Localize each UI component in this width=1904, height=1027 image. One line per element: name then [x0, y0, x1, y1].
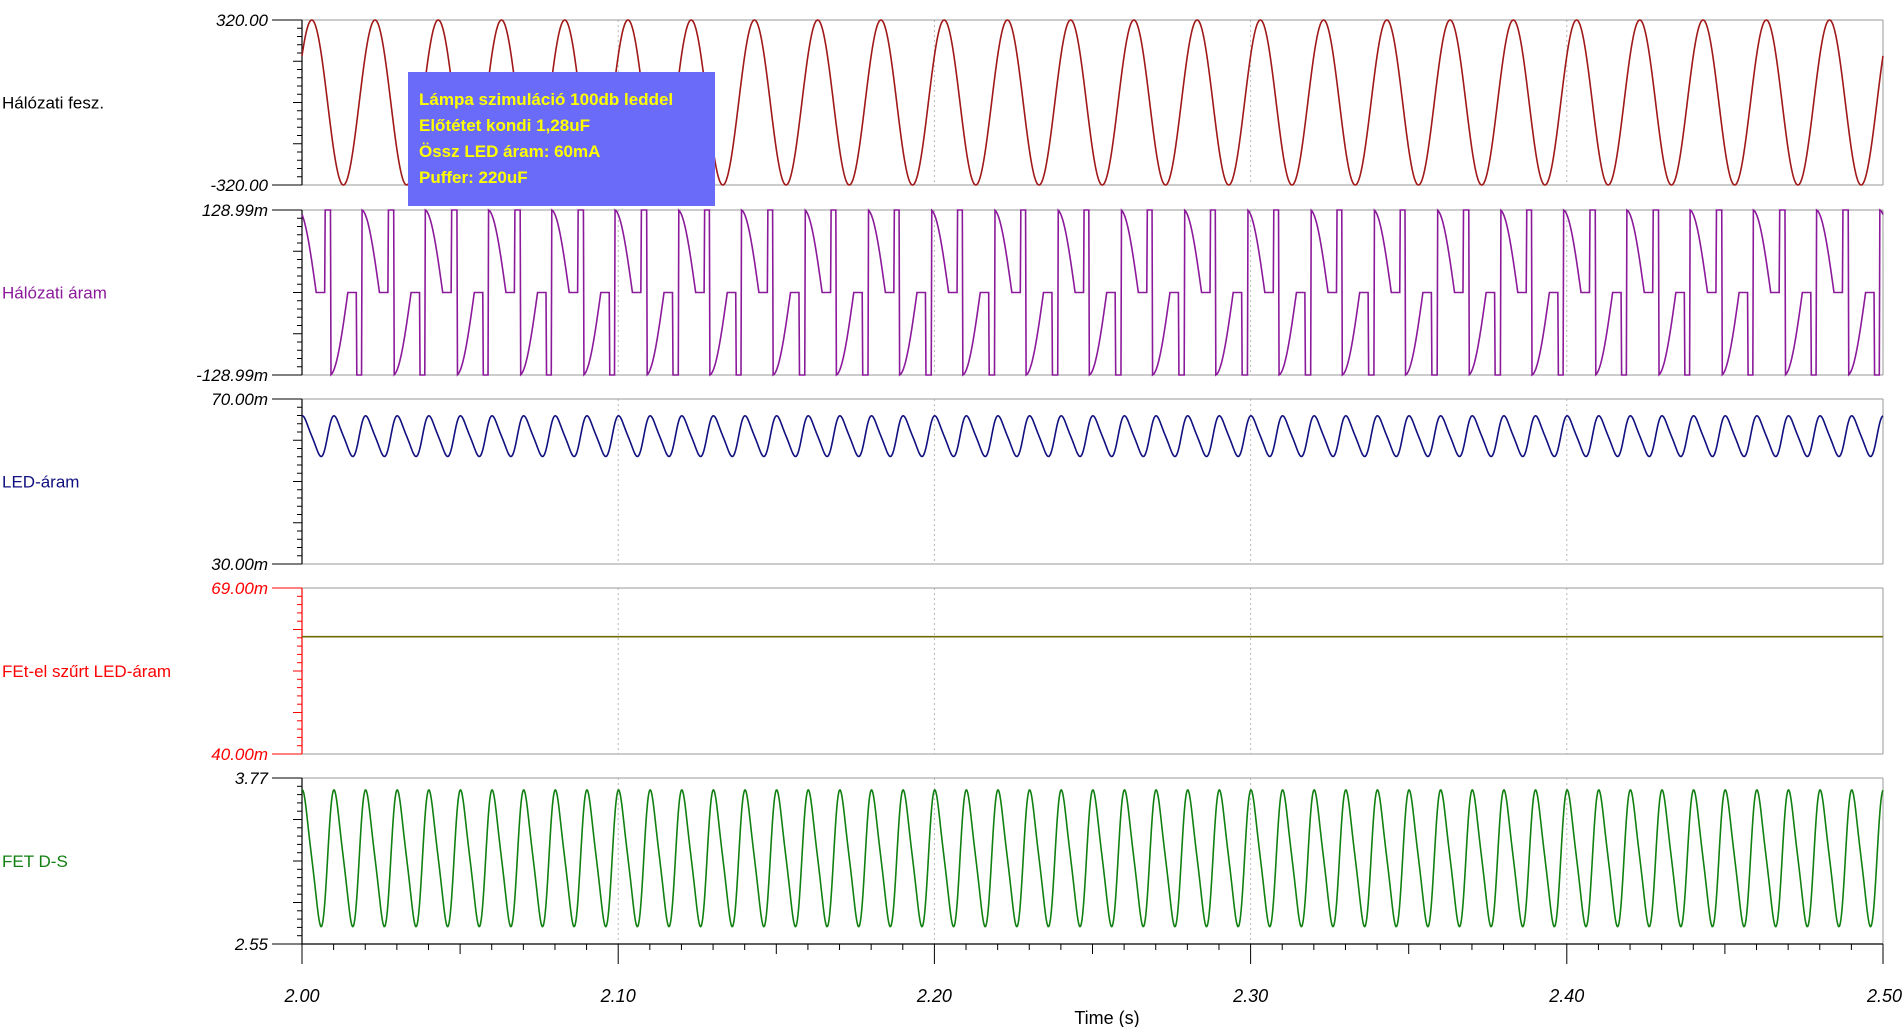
y-min-label: 40.00m — [211, 745, 268, 764]
x-tick-label: 2.00 — [283, 986, 319, 1006]
y-min-label: -128.99m — [196, 366, 268, 385]
annotation-line-2: Előtétet kondi 1,28uF — [419, 116, 590, 135]
trace-line — [301, 789, 1884, 928]
trace-name-label: Hálózati fesz. — [2, 94, 104, 113]
y-min-label: 2.55 — [234, 935, 269, 954]
annotation-line-1: Lámpa szimuláció 100db leddel — [419, 90, 673, 109]
x-axis-title: Time (s) — [1074, 1008, 1139, 1027]
grid-layer — [617, 20, 1568, 944]
x-axis: 2.00 2.10 2.20 2.30 2.40 2.50 — [283, 943, 1902, 1006]
annotation-box: Lámpa szimuláció 100db leddel Előtétet k… — [408, 72, 715, 206]
y-max-label: 320.00 — [216, 11, 269, 30]
y-max-label: 128.99m — [202, 201, 268, 220]
trace-line — [301, 208, 1884, 377]
trace-panel: 3.77 2.55 FET D-S — [2, 769, 1884, 954]
trace-name-label: LED-áram — [2, 473, 79, 492]
y-max-label: 3.77 — [235, 769, 269, 788]
trace-name-label: FEt-el szűrt LED-áram — [2, 662, 171, 681]
trace-panel: 128.99m -128.99m Hálózati áram — [2, 201, 1884, 385]
trace-line — [301, 19, 1884, 186]
y-min-label: 30.00m — [211, 555, 268, 574]
y-max-label: 69.00m — [211, 579, 268, 598]
trace-panel: 320.00 -320.00 Hálózati fesz. — [2, 11, 1884, 195]
annotation-line-4: Puffer: 220uF — [419, 168, 528, 187]
y-min-label: -320.00 — [210, 176, 268, 195]
annotation-background — [408, 72, 715, 206]
panels-layer: 320.00 -320.00 Hálózati fesz. 128.99m -128.9… — [2, 11, 1884, 954]
x-tick-label: 2.10 — [600, 986, 636, 1006]
trace-panel: 69.00m 40.00m FEt-el szűrt LED-áram — [2, 579, 1884, 764]
annotation-line-3: Össz LED áram: 60mA — [419, 142, 600, 161]
trace-name-label: Hálózati áram — [2, 284, 107, 303]
trace-panel: 70.00m 30.00m LED-áram — [2, 390, 1884, 574]
x-tick-label: 2.50 — [1866, 986, 1902, 1006]
x-tick-label: 2.20 — [916, 986, 952, 1006]
y-max-label: 70.00m — [211, 390, 268, 409]
trace-name-label: FET D-S — [2, 852, 68, 871]
x-tick-label: 2.30 — [1232, 986, 1268, 1006]
x-tick-label: 2.40 — [1548, 986, 1584, 1006]
trace-line — [301, 414, 1884, 458]
